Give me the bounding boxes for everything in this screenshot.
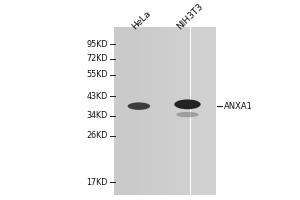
Bar: [211, 27, 212, 195]
Bar: [187, 27, 188, 195]
Bar: [148, 27, 150, 195]
Bar: [120, 27, 122, 195]
Bar: [161, 27, 163, 195]
Bar: [214, 27, 215, 195]
Bar: [176, 27, 178, 195]
Bar: [163, 27, 164, 195]
Text: 34KD: 34KD: [87, 111, 108, 120]
Bar: [150, 27, 151, 195]
Bar: [159, 27, 160, 195]
Bar: [189, 27, 190, 195]
Bar: [129, 27, 130, 195]
Bar: [170, 27, 171, 195]
Bar: [193, 27, 194, 195]
Bar: [194, 27, 196, 195]
Ellipse shape: [128, 102, 150, 110]
Text: 26KD: 26KD: [87, 131, 108, 140]
Text: ANXA1: ANXA1: [224, 102, 252, 111]
Text: 43KD: 43KD: [87, 92, 108, 101]
Bar: [123, 27, 124, 195]
Bar: [125, 27, 127, 195]
Ellipse shape: [174, 99, 201, 109]
Bar: [145, 27, 146, 195]
Text: 17KD: 17KD: [87, 178, 108, 187]
Bar: [202, 27, 203, 195]
Text: HeLa: HeLa: [130, 9, 153, 31]
Bar: [114, 27, 115, 195]
Bar: [166, 27, 167, 195]
Bar: [190, 27, 192, 195]
Bar: [174, 27, 175, 195]
Bar: [197, 27, 198, 195]
Bar: [212, 27, 214, 195]
Bar: [141, 27, 142, 195]
Bar: [182, 27, 183, 195]
Bar: [156, 27, 157, 195]
Bar: [118, 27, 119, 195]
Bar: [168, 27, 169, 195]
Text: 55KD: 55KD: [86, 70, 108, 79]
Bar: [184, 27, 185, 195]
Bar: [188, 27, 189, 195]
Bar: [151, 27, 152, 195]
Bar: [173, 27, 174, 195]
Bar: [115, 27, 116, 195]
Bar: [155, 27, 156, 195]
Bar: [137, 27, 138, 195]
Bar: [127, 27, 128, 195]
Text: 95KD: 95KD: [86, 40, 108, 49]
Bar: [198, 27, 200, 195]
Bar: [205, 27, 206, 195]
Bar: [179, 27, 180, 195]
Bar: [154, 27, 155, 195]
Ellipse shape: [176, 112, 199, 117]
Bar: [160, 27, 161, 195]
Bar: [130, 27, 132, 195]
Bar: [133, 27, 134, 195]
Bar: [169, 27, 170, 195]
Bar: [119, 27, 120, 195]
Bar: [207, 27, 208, 195]
Bar: [215, 27, 216, 195]
Bar: [171, 27, 173, 195]
Bar: [165, 27, 166, 195]
Bar: [175, 27, 176, 195]
Bar: [206, 27, 207, 195]
Bar: [116, 27, 118, 195]
Bar: [208, 27, 210, 195]
Bar: [142, 27, 143, 195]
Bar: [138, 27, 140, 195]
Bar: [196, 27, 197, 195]
Bar: [164, 27, 165, 195]
Bar: [152, 27, 154, 195]
Bar: [201, 27, 202, 195]
Text: NIH3T3: NIH3T3: [175, 1, 205, 31]
Bar: [147, 27, 148, 195]
Bar: [178, 27, 179, 195]
Bar: [134, 27, 136, 195]
Bar: [132, 27, 133, 195]
Bar: [143, 27, 145, 195]
Bar: [140, 27, 141, 195]
Bar: [183, 27, 184, 195]
Bar: [122, 27, 123, 195]
Bar: [185, 27, 187, 195]
Bar: [146, 27, 147, 195]
Bar: [180, 27, 181, 195]
Bar: [210, 27, 211, 195]
Bar: [200, 27, 201, 195]
Bar: [203, 27, 205, 195]
Text: 72KD: 72KD: [86, 54, 108, 63]
Bar: [124, 27, 125, 195]
Bar: [157, 27, 159, 195]
Bar: [192, 27, 193, 195]
Bar: [128, 27, 129, 195]
Bar: [136, 27, 137, 195]
